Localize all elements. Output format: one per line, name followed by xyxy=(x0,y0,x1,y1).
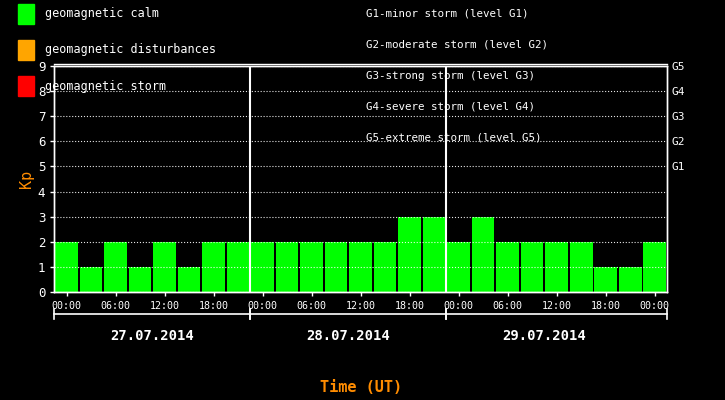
Y-axis label: Kp: Kp xyxy=(19,170,33,188)
Bar xyxy=(594,267,617,292)
Text: geomagnetic calm: geomagnetic calm xyxy=(45,8,159,20)
Bar xyxy=(497,242,519,292)
Bar xyxy=(399,217,421,292)
Text: G2-moderate storm (level G2): G2-moderate storm (level G2) xyxy=(366,40,548,50)
Bar xyxy=(300,242,323,292)
Bar xyxy=(55,242,78,292)
Bar xyxy=(227,242,249,292)
Bar xyxy=(154,242,176,292)
Bar xyxy=(545,242,568,292)
Bar xyxy=(80,267,102,292)
Bar xyxy=(644,242,666,292)
Text: 28.07.2014: 28.07.2014 xyxy=(307,329,390,343)
Bar xyxy=(619,267,642,292)
Bar xyxy=(325,242,347,292)
Text: 27.07.2014: 27.07.2014 xyxy=(110,329,194,343)
Text: G3-strong storm (level G3): G3-strong storm (level G3) xyxy=(366,70,535,81)
Bar xyxy=(521,242,544,292)
Text: G1-minor storm (level G1): G1-minor storm (level G1) xyxy=(366,9,529,19)
Bar xyxy=(202,242,225,292)
Text: geomagnetic disturbances: geomagnetic disturbances xyxy=(45,44,216,56)
Bar xyxy=(178,267,200,292)
Bar xyxy=(447,242,470,292)
Text: geomagnetic storm: geomagnetic storm xyxy=(45,80,166,92)
Bar xyxy=(252,242,274,292)
Bar xyxy=(570,242,592,292)
Bar xyxy=(104,242,127,292)
Text: Time (UT): Time (UT) xyxy=(320,380,402,395)
Bar xyxy=(423,217,445,292)
Bar xyxy=(129,267,152,292)
Bar xyxy=(374,242,397,292)
Text: G4-severe storm (level G4): G4-severe storm (level G4) xyxy=(366,101,535,111)
Text: G5-extreme storm (level G5): G5-extreme storm (level G5) xyxy=(366,132,542,142)
Bar xyxy=(276,242,299,292)
Bar xyxy=(472,217,494,292)
Text: 29.07.2014: 29.07.2014 xyxy=(502,329,587,343)
Bar xyxy=(349,242,372,292)
